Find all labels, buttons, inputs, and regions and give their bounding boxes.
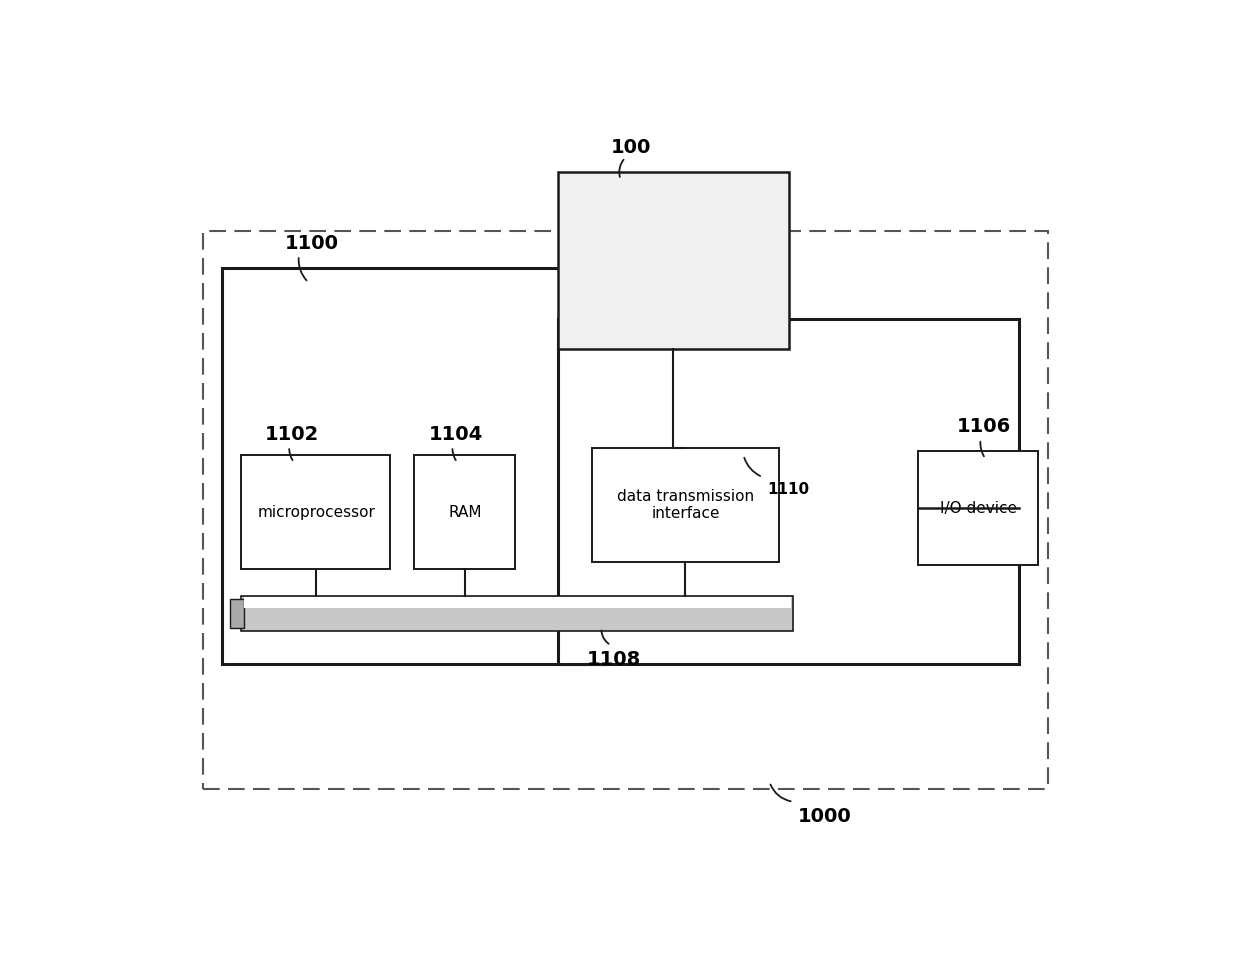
Bar [242, 456, 390, 569]
Text: data transmission
interface: data transmission interface [617, 489, 755, 521]
Bar [244, 598, 790, 609]
Text: 1102: 1102 [265, 424, 320, 443]
Text: I/O device: I/O device [940, 501, 1017, 516]
Text: 1000: 1000 [798, 805, 852, 824]
Bar [242, 597, 793, 632]
Text: 1100: 1100 [285, 233, 338, 253]
Bar [558, 320, 1018, 665]
Text: 1106: 1106 [957, 416, 1011, 436]
Text: RAM: RAM [449, 504, 482, 519]
Text: microprocessor: microprocessor [258, 504, 375, 519]
Text: 1110: 1110 [767, 481, 809, 497]
Text: 1104: 1104 [429, 424, 483, 443]
Bar [558, 173, 788, 349]
Bar [229, 599, 244, 629]
Text: 1108: 1108 [587, 649, 642, 668]
Bar [918, 452, 1038, 566]
Text: memory storage
device: memory storage device [610, 249, 737, 281]
Bar [222, 269, 606, 665]
Bar [203, 232, 1048, 789]
Text: 100: 100 [611, 138, 652, 157]
Bar [414, 456, 515, 569]
Bar [592, 448, 779, 562]
